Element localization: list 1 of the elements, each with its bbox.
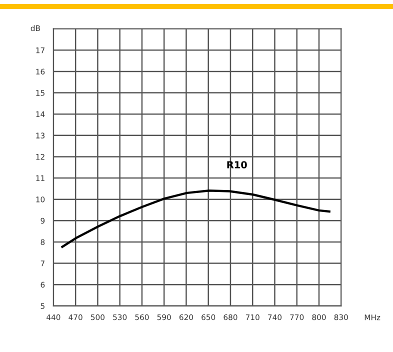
line-series (61, 189, 330, 248)
